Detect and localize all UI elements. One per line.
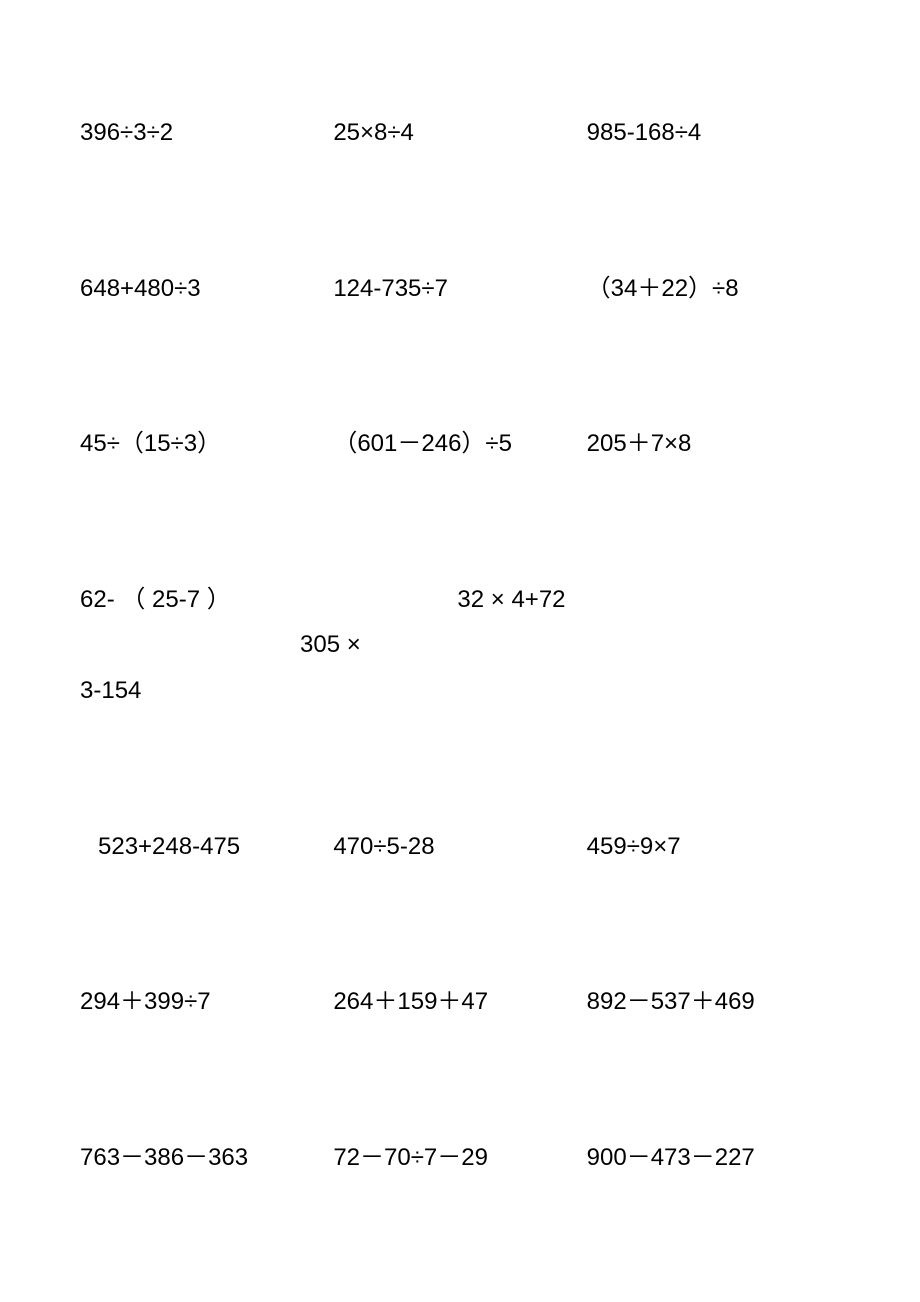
problems-grid-bottom: 523+248-475 470÷5-28 459÷9×7 294＋399÷7 2… [80, 824, 840, 1181]
problem-cell: 523+248-475 [80, 824, 333, 870]
problem-cell: 72－70÷7－29 [333, 1135, 586, 1181]
problem-continuation: 3-154 [80, 668, 840, 714]
problem-cell: （34＋22）÷8 [587, 266, 840, 312]
wrapped-problem-row: 62- （ 25-7 ） 32 × 4+72 305 × 3-154 [80, 577, 840, 714]
problem-cell: 648+480÷3 [80, 266, 333, 312]
problem-cell: 470÷5-28 [333, 824, 586, 870]
problem-segment: 62- （ 25-7 ） [80, 577, 231, 623]
problem-cell: 396÷3÷2 [80, 110, 333, 156]
problem-cell: 264＋159＋47 [333, 979, 586, 1025]
problem-cell: 892－537＋469 [587, 979, 840, 1025]
problem-cell: 25×8÷4 [333, 110, 586, 156]
problem-cell: 294＋399÷7 [80, 979, 333, 1025]
problem-cell: （601－246）÷5 [333, 421, 586, 467]
problem-cell: 459÷9×7 [587, 824, 840, 870]
problem-cell: 763－386－363 [80, 1135, 333, 1181]
problem-cell: 45÷（15÷3） [80, 421, 333, 467]
problem-cell: 900－473－227 [587, 1135, 840, 1181]
problem-cell: 124-735÷7 [333, 266, 586, 312]
problem-cell: 985-168÷4 [587, 110, 840, 156]
problems-grid-top: 396÷3÷2 25×8÷4 985-168÷4 648+480÷3 124-7… [80, 110, 840, 467]
problem-cell: 205＋7×8 [587, 421, 840, 467]
problem-segment: 32 × 4+72 [457, 577, 565, 623]
problem-segment: 305 × [300, 622, 361, 668]
